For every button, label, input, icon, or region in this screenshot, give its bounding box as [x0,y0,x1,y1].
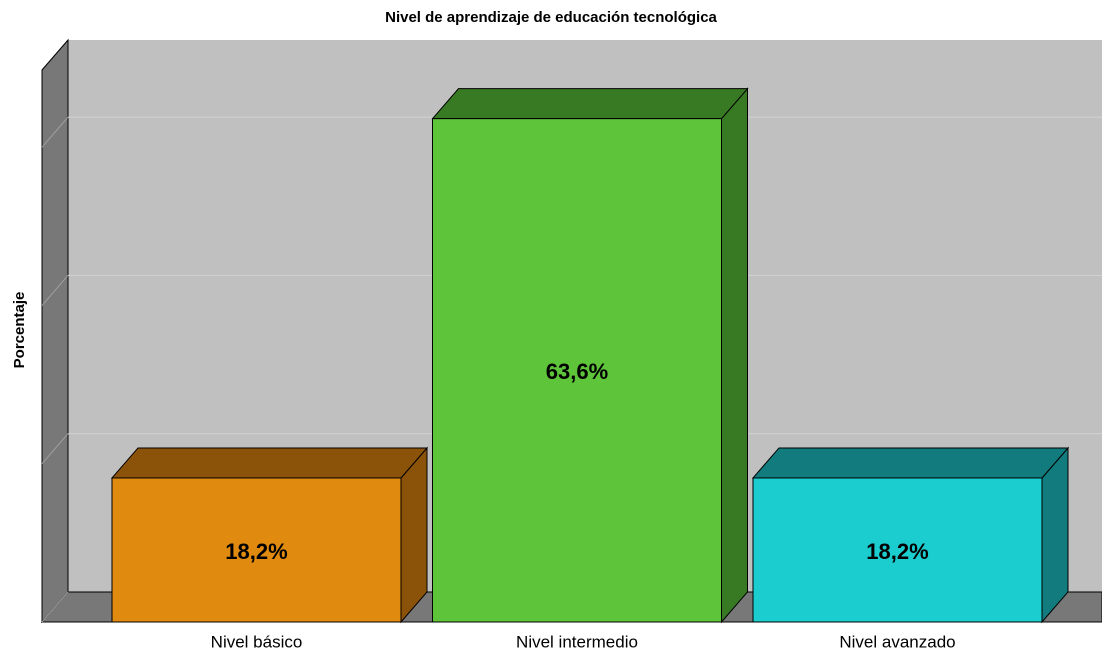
bar [111,477,402,623]
bar-top [751,447,1070,479]
x-tick-label: Nivel avanzado [839,632,955,651]
left-wall [41,38,69,624]
bar-side [721,87,748,624]
bar [432,118,722,623]
bar [752,477,1043,623]
value-label: 18,2% [866,539,928,564]
x-tick-label: Nivel intermedio [516,632,638,651]
tick-mark [41,433,69,465]
y-axis-label: Porcentaje [11,292,28,369]
bar-top [431,88,749,120]
bar-top [110,447,429,479]
value-label: 63,6% [546,359,608,384]
value-label: 18,2% [225,539,287,564]
tick-mark [41,116,69,148]
x-tick-label: Nivel básico [211,632,303,651]
tick-mark [41,591,69,623]
tick-mark [41,275,69,306]
chart-title: Nivel de aprendizaje de educación tecnol… [385,9,717,26]
